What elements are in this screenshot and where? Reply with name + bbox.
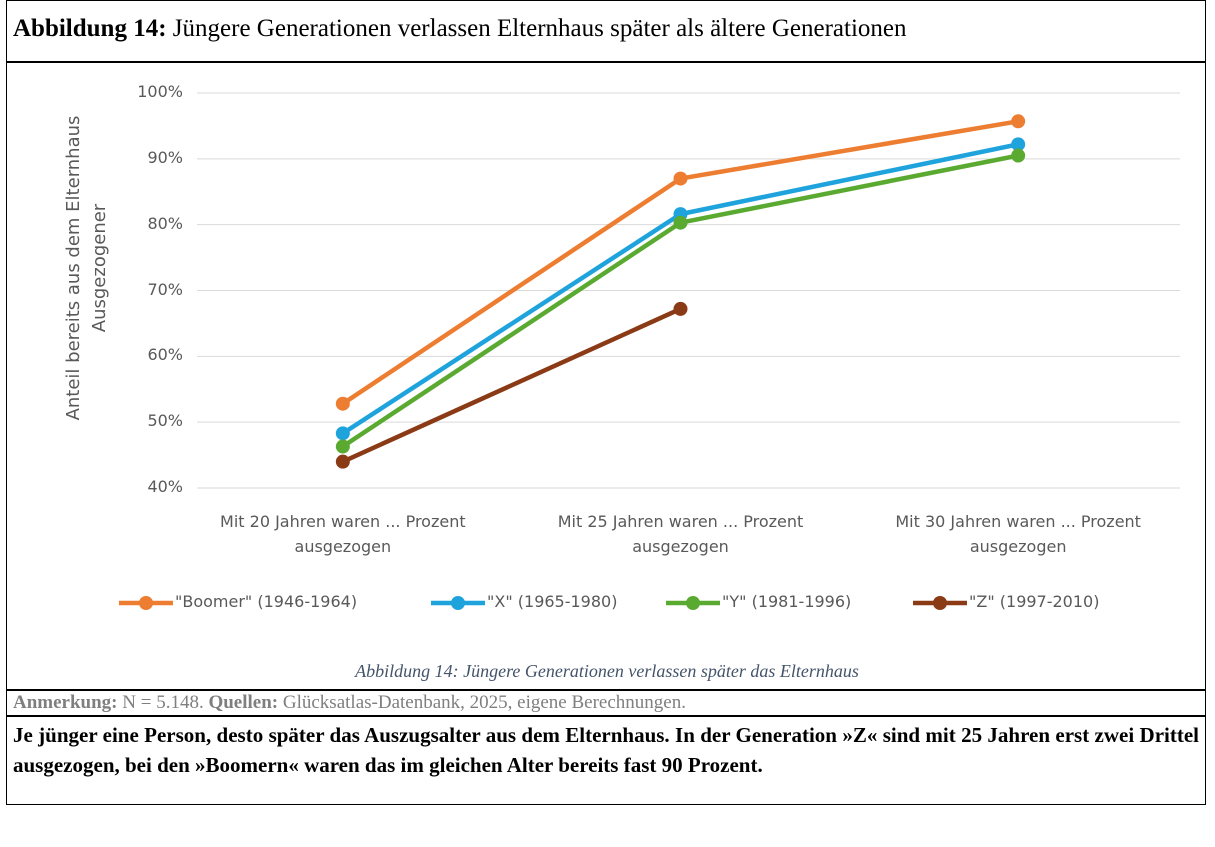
series-line [341, 306, 682, 464]
series-line [341, 153, 1019, 449]
y-tick-label: 80% [147, 213, 183, 233]
chart-plot [119, 92, 1180, 610]
note-text: N = 5.148. [122, 692, 204, 713]
legend-swatch [933, 596, 947, 610]
x-tick-label: Mit 25 Jahren waren ... Prozent ausgezog… [557, 512, 804, 556]
note-text: Glücksatlas-Datenbank, 2025, eigene Bere… [282, 692, 686, 713]
data-point [1011, 114, 1026, 129]
summary: Je jünger eine Person, desto später das … [6, 715, 1206, 805]
y-tick-label: 60% [147, 345, 183, 365]
data-point [335, 439, 350, 454]
note-label: Quellen: [208, 692, 279, 713]
legend-label: "Z" (1997-2010) [969, 592, 1100, 611]
data-point [673, 301, 688, 316]
data-point [1011, 148, 1026, 163]
legend-swatch [686, 596, 700, 610]
heading-label: Abbildung 14: [13, 15, 167, 42]
heading-text: Jüngere Generationen verlassen Elternhau… [172, 15, 907, 42]
caption: Abbildung 14: Jüngere Generationen verla… [355, 661, 859, 681]
heading: Abbildung 14: Jüngere Generationen verla… [6, 0, 1206, 63]
legend-label: "Y" (1981-1996) [722, 592, 852, 611]
y-tick-label: 90% [147, 147, 183, 167]
note: Anmerkung: N = 5.148. Quellen: Glücksatl… [6, 689, 1206, 717]
x-tick-label: Mit 20 Jahren waren ... Prozent ausgezog… [220, 512, 466, 556]
data-point [673, 215, 688, 230]
x-tick-label: Mit 30 Jahren waren ... Prozent ausgezog… [895, 512, 1141, 556]
data-point [335, 454, 350, 469]
note-label: Anmerkung: [13, 692, 118, 713]
data-point [673, 171, 688, 186]
series-line [341, 142, 1019, 436]
y-tick-label: 50% [147, 411, 183, 431]
data-point [335, 426, 350, 441]
y-tick-label: 100% [137, 82, 183, 101]
y-tick-label: 40% [147, 477, 183, 496]
legend-swatch [451, 596, 465, 610]
y-tick-label: 70% [147, 279, 183, 299]
data-point [1011, 137, 1026, 152]
legend-label: "Boomer" (1946-1964) [175, 592, 358, 611]
legend-swatch [139, 596, 153, 610]
data-point [335, 396, 350, 411]
legend-label: "X" (1965-1980) [487, 592, 618, 611]
chart: Anteil bereits aus dem Elternhaus Ausgez… [6, 61, 1206, 691]
